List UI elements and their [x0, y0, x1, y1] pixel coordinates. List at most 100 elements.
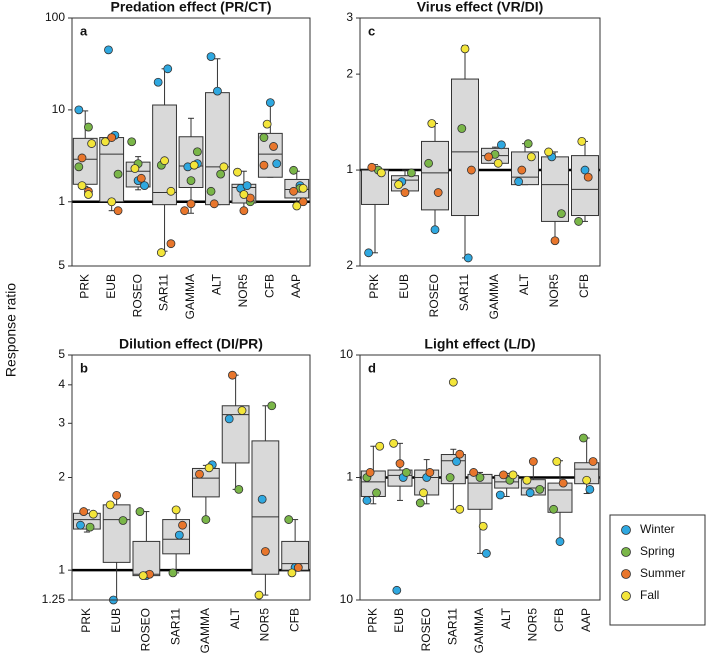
data-point [168, 568, 178, 578]
x-tick-label: PRK [367, 274, 381, 299]
plot-frame [71, 354, 311, 601]
data-point [452, 457, 461, 466]
y-tick-label: 10 [340, 347, 354, 361]
data-point [166, 239, 176, 249]
data-point [508, 470, 518, 480]
box [152, 104, 177, 206]
x-tick-label: AAP [289, 274, 303, 298]
data-point [289, 165, 298, 175]
data-point [87, 139, 97, 148]
data-point [189, 160, 199, 170]
box [132, 540, 161, 577]
data-point [113, 206, 123, 216]
panel-title: Predation effect (PR/CT) [110, 0, 271, 15]
data-point [79, 507, 89, 516]
y-tick-label: 10 [52, 102, 66, 116]
data-point [166, 186, 176, 196]
data-point [140, 181, 149, 190]
panel-letter: a [80, 23, 88, 38]
x-tick-label: ALT [228, 607, 242, 629]
legend-marker [621, 525, 631, 535]
y-tick-label: 2 [346, 258, 353, 272]
x-tick-label: CFB [287, 608, 301, 632]
data-point [415, 498, 425, 508]
data-point [163, 64, 173, 74]
data-point [582, 475, 592, 485]
data-point [88, 509, 98, 519]
legend-label: Spring [640, 544, 675, 558]
data-point [460, 44, 470, 54]
data-point [425, 468, 435, 477]
data-point [455, 449, 465, 459]
x-tick-label: AAP [579, 608, 593, 632]
data-point [174, 530, 184, 540]
x-tick-label: ALT [499, 607, 513, 629]
data-point [496, 140, 506, 150]
data-point [535, 484, 545, 494]
data-point [262, 119, 272, 129]
data-point [239, 190, 249, 199]
data-point [257, 494, 267, 504]
data-point [242, 181, 252, 190]
data-point [84, 190, 93, 199]
data-point [84, 122, 93, 132]
y-tick-label: 5 [58, 347, 65, 361]
x-tick-label: PRK [366, 608, 380, 633]
data-point [580, 165, 590, 175]
x-tick-label: SAR11 [168, 608, 182, 645]
data-point [552, 457, 562, 466]
y-tick-label: 3 [346, 10, 353, 24]
data-point [364, 248, 374, 258]
box [571, 155, 599, 217]
data-point [272, 159, 282, 169]
data-point [186, 199, 196, 209]
box [221, 405, 250, 464]
data-point [583, 172, 593, 182]
data-point [224, 414, 234, 424]
data-point [180, 206, 190, 216]
data-point [201, 515, 211, 524]
data-point [85, 522, 95, 532]
data-point [192, 147, 202, 157]
box [102, 504, 131, 563]
x-tick-label: EUB [109, 608, 123, 633]
y-tick-label: 4 [58, 377, 65, 391]
legend-label: Summer [640, 566, 685, 580]
data-point [289, 186, 298, 196]
legend-marker [621, 547, 631, 557]
data-point [406, 168, 416, 178]
legend-label: Winter [640, 522, 675, 536]
x-tick-label: NOR5 [236, 274, 250, 308]
y-tick-label: 1 [346, 470, 353, 484]
x-tick-label: SAR11 [446, 608, 460, 645]
y-tick-label: 1 [58, 194, 65, 208]
x-tick-label: ALT [210, 273, 224, 295]
panel-letter: d [368, 360, 376, 375]
data-point [433, 188, 443, 197]
data-point [209, 199, 219, 209]
x-tick-label: GAMMA [198, 608, 212, 653]
data-point [107, 133, 117, 142]
data-point [430, 225, 440, 235]
x-tick-label: GAMMA [487, 274, 501, 319]
x-tick-label: ROSEO [427, 274, 441, 317]
data-point [239, 206, 249, 216]
data-point [419, 488, 428, 498]
data-point [495, 490, 505, 500]
data-point [522, 475, 532, 485]
data-point [365, 468, 375, 477]
data-point [457, 124, 467, 133]
data-point [206, 52, 216, 62]
data-point [400, 188, 410, 197]
data-point [517, 165, 527, 175]
data-point [287, 568, 297, 578]
x-tick-label: CFB [263, 274, 277, 298]
data-point [216, 169, 226, 179]
x-tick-label: ALT [517, 273, 531, 295]
x-tick-label: NOR5 [258, 608, 272, 642]
data-point [74, 162, 84, 172]
data-point [549, 504, 558, 514]
x-tick-label: SAR11 [457, 274, 471, 311]
data-point [499, 470, 508, 480]
